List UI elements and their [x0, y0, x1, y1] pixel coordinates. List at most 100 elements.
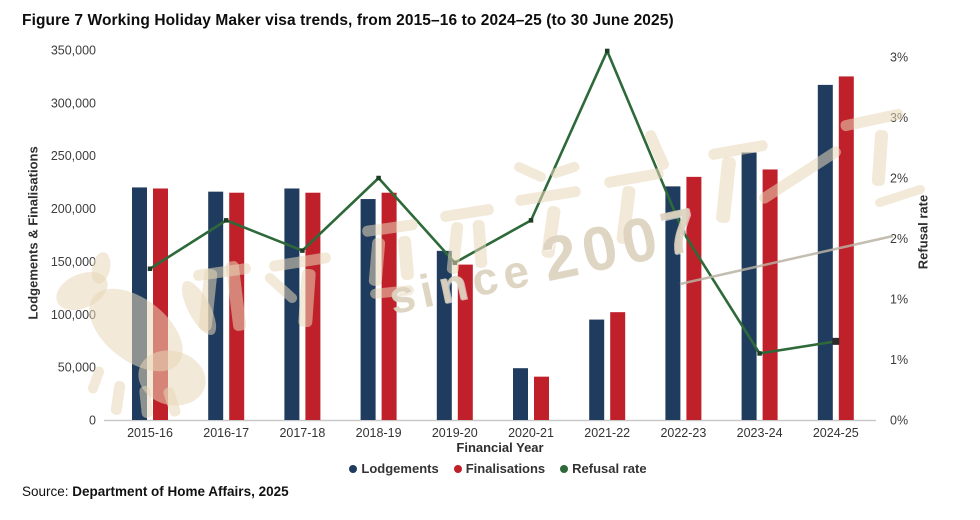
bar-lodgements-2017-18 — [284, 188, 300, 420]
finalisations-dot-icon — [453, 464, 462, 473]
watermark-stroke — [87, 366, 105, 394]
legend-label: Refusal rate — [572, 461, 647, 476]
figure-title: Figure 7 Working Holiday Maker visa tren… — [22, 12, 674, 29]
source-prefix: Source: — [22, 484, 69, 499]
watermark-stroke — [269, 252, 331, 272]
y-axis-tick-left: 300,000 — [51, 96, 96, 110]
watermark-since-2007: since 2007 — [381, 193, 709, 329]
line-marker-2016-17 — [223, 218, 229, 223]
watermark-stroke — [472, 219, 488, 269]
y-axis-tick-left: 50,000 — [58, 361, 96, 375]
bar-finalisations-2021-22 — [610, 312, 626, 420]
watermark-stroke — [446, 222, 464, 274]
x-axis-tick: 2022-23 — [660, 426, 706, 440]
bar-finalisations-2023-24 — [762, 169, 778, 420]
watermark-stroke — [193, 263, 251, 281]
bar-lodgements-2022-23 — [665, 186, 681, 420]
x-axis-tick: 2023-24 — [737, 426, 783, 440]
x-axis-tick: 2017-18 — [279, 426, 325, 440]
watermark-stroke — [139, 386, 153, 418]
watermark-stroke — [550, 161, 580, 179]
x-axis-tick: 2015-16 — [127, 426, 173, 440]
watermark-stroke — [163, 387, 181, 417]
bar-finalisations-2015-16 — [153, 188, 168, 420]
x-axis-tick: 2019-20 — [432, 426, 478, 440]
watermark-stroke — [368, 237, 386, 287]
lodgements-dot-icon — [349, 464, 358, 473]
line-marker-2023-24 — [757, 351, 762, 356]
y-axis-tick-right: 2% — [890, 172, 908, 186]
watermark-stroke — [198, 268, 218, 332]
bar-finalisations-2022-23 — [686, 176, 702, 420]
bar-lodgements-2015-16 — [132, 187, 147, 420]
source-text: Department of Home Affairs, 2025 — [72, 484, 289, 499]
watermark-stroke — [840, 108, 904, 132]
watermark-stroke — [298, 268, 316, 328]
x-axis-tick: 2018-19 — [356, 426, 402, 440]
y-axis-label-left: Lodgements & Finalisations — [25, 146, 41, 320]
y-axis-tick-right: 1% — [890, 353, 908, 367]
watermark-stroke — [225, 261, 247, 331]
watermark-stroke — [759, 146, 841, 204]
line-marker-2015-16 — [147, 266, 153, 271]
watermark-stroke — [708, 140, 768, 160]
bar-finalisations-2020-21 — [534, 376, 549, 420]
bar-lodgements-2024-25 — [817, 84, 833, 420]
y-axis-tick-right: 1% — [890, 293, 908, 307]
legend-label: Lodgements — [361, 461, 439, 476]
bar-lodgements-2021-22 — [589, 319, 605, 420]
y-axis-tick-left: 350,000 — [51, 44, 96, 58]
line-marker-2021-22 — [604, 48, 610, 54]
legend-label: Finalisations — [465, 461, 546, 476]
bar-lodgements-2016-17 — [208, 191, 224, 420]
y-axis-tick-right: 0% — [890, 414, 908, 428]
bar-lodgements-2018-19 — [360, 199, 376, 420]
y-axis-tick-left: 100,000 — [51, 308, 96, 322]
watermark-stroke — [440, 204, 494, 222]
y-axis-tick-left: 0 — [89, 414, 96, 428]
watermark-stroke — [645, 130, 669, 170]
x-axis-tick: 2020-21 — [508, 426, 554, 440]
legend-item-finalisations: Finalisations — [453, 461, 546, 476]
watermark-stroke — [362, 219, 418, 237]
watermark-stroke — [716, 156, 736, 224]
watermark-stroke — [398, 235, 414, 281]
y-axis-tick-right: 2% — [890, 232, 908, 246]
watermark-fox-tail — [181, 281, 217, 335]
x-axis-tick: 2016-17 — [203, 426, 249, 440]
watermark-fox-ear — [91, 252, 111, 284]
line-marker-2018-19 — [376, 175, 381, 181]
legend-item-refusal-rate: Refusal rate — [560, 461, 647, 476]
y-axis-tick-right: 3% — [890, 111, 908, 125]
line-marker-2022-23 — [681, 230, 686, 235]
bar-lodgements-2020-21 — [513, 368, 528, 420]
source-note: Source: Department of Home Affairs, 2025 — [22, 484, 289, 499]
bar-finalisations-2017-18 — [305, 192, 321, 420]
watermark-stroke — [514, 162, 546, 182]
bar-lodgements-2019-20 — [436, 250, 452, 420]
watermark-stroke — [110, 381, 126, 415]
watermark-stroke — [871, 129, 889, 187]
y-axis-label-right: Refusal rate — [915, 194, 931, 270]
watermark-stroke — [515, 186, 581, 206]
legend-item-lodgements: Lodgements — [349, 461, 439, 476]
watermark-stroke — [604, 168, 664, 188]
watermark-stroke — [541, 205, 561, 259]
watermark-fox-head — [56, 271, 108, 311]
watermark-year: 2007 — [536, 193, 709, 296]
legend: Lodgements Finalisations Refusal rate — [8, 461, 980, 476]
watermark-fox-hind — [138, 350, 206, 406]
watermark-stroke — [264, 272, 298, 304]
bar-finalisations-2019-20 — [457, 264, 473, 420]
line-marker-2020-21 — [528, 218, 534, 223]
refusal-rate-line — [149, 49, 837, 355]
watermark-word: since — [384, 242, 540, 325]
y-axis-tick-left: 150,000 — [51, 255, 96, 269]
watermark-stroke — [616, 185, 636, 245]
bar-finalisations-2018-19 — [381, 192, 397, 420]
line-marker-2019-20 — [452, 260, 458, 265]
watermark-fox-body — [89, 288, 183, 372]
y-axis-tick-left: 250,000 — [51, 149, 96, 163]
line-marker-2024-25 — [832, 337, 840, 345]
